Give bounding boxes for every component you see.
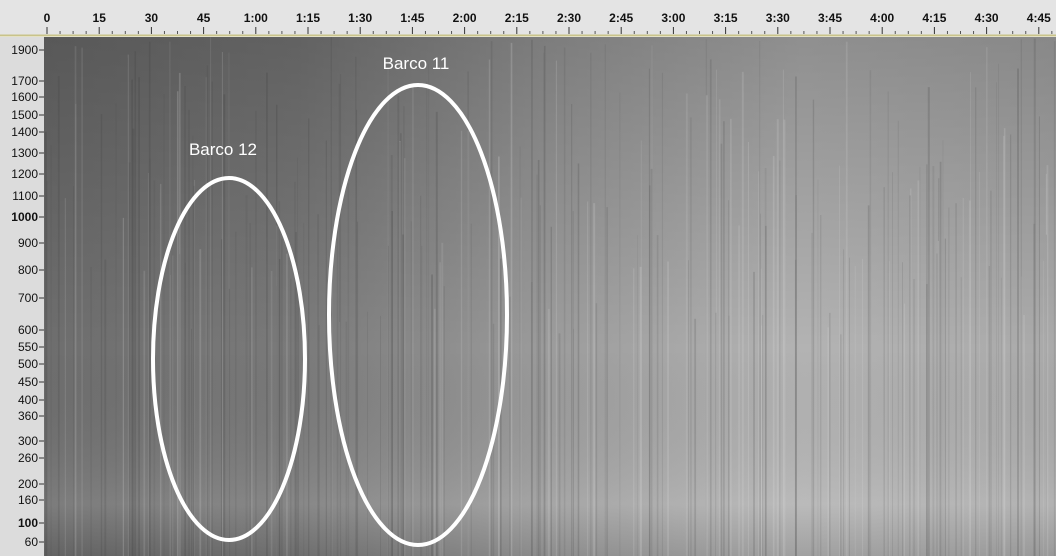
frequency-label: 550 <box>18 340 38 354</box>
timeline-label: 3:15 <box>714 11 738 25</box>
annotation-label: Barco 11 <box>383 54 450 73</box>
timeline-label: 2:30 <box>557 11 581 25</box>
timeline-label: 4:30 <box>975 11 999 25</box>
frequency-label: 1000 <box>11 210 38 224</box>
timeline-label: 1:00 <box>244 11 268 25</box>
frequency-label: 400 <box>18 393 38 407</box>
timeline-label: 2:45 <box>609 11 633 25</box>
frequency-label: 600 <box>18 323 38 337</box>
timeline-label: 30 <box>145 11 159 25</box>
timeline-label: 1:45 <box>400 11 424 25</box>
frequency-label: 450 <box>18 375 38 389</box>
frequency-label: 500 <box>18 357 38 371</box>
frequency-label: 800 <box>18 263 38 277</box>
frequency-label: 1700 <box>11 74 38 88</box>
frequency-label: 1100 <box>12 189 38 203</box>
frequency-label: 1400 <box>11 125 38 139</box>
frequency-label: 900 <box>18 236 38 250</box>
frequency-label: 160 <box>18 493 38 507</box>
annotation-label: Barco 12 <box>189 140 257 159</box>
timeline-label: 1:15 <box>296 11 320 25</box>
timeline-label: 3:30 <box>766 11 790 25</box>
timeline-label: 0 <box>44 11 51 25</box>
frequency-label: 360 <box>18 409 38 423</box>
timeline-label: 2:15 <box>505 11 529 25</box>
timeline-label: 2:00 <box>453 11 477 25</box>
frequency-label: 100 <box>18 516 38 530</box>
timeline-label: 3:00 <box>661 11 685 25</box>
frequency-label: 1200 <box>11 167 38 181</box>
spectrogram-window: Barco 12 Barco 11 0 15 30 45 1:00 1:15 1:30 1:4… <box>0 0 1056 556</box>
frequency-label: 260 <box>18 451 38 465</box>
timeline-label: 15 <box>93 11 107 25</box>
timeline-label: 4:15 <box>922 11 946 25</box>
frequency-label: 1900 <box>11 43 38 57</box>
frequency-label: 60 <box>25 535 39 549</box>
frequency-label: 1500 <box>11 108 38 122</box>
timeline-label: 1:30 <box>348 11 372 25</box>
frequency-label: 1300 <box>11 146 38 160</box>
timeline-label: 45 <box>197 11 211 25</box>
timeline-label: 3:45 <box>818 11 842 25</box>
timeline-label: 4:00 <box>870 11 894 25</box>
frequency-label: 300 <box>18 434 38 448</box>
frequency-label: 200 <box>18 477 38 491</box>
frequency-label: 1600 <box>11 90 38 104</box>
timeline-label: 4:45 <box>1027 11 1051 25</box>
frequency-label: 700 <box>18 291 38 305</box>
